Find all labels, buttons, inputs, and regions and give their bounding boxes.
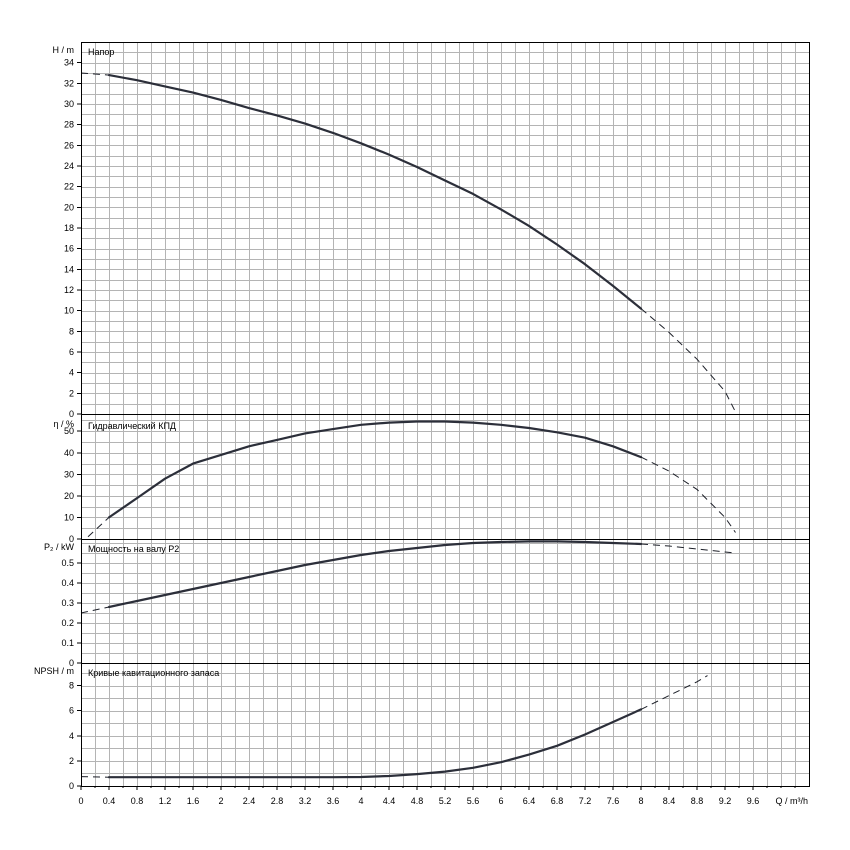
npsh-curve <box>80 675 708 779</box>
x-tick-label: 8.4 <box>663 796 676 806</box>
head-y-tick-label: 14 <box>64 264 74 274</box>
efficiency-curve <box>87 420 736 538</box>
npsh-curve-dashed-start <box>80 776 110 778</box>
x-tick-label: 9.2 <box>719 796 732 806</box>
power-y-tick-label: 0.5 <box>61 558 74 568</box>
x-axis: 0 0.4 0.8 1.2 1.6 2 2.4 2.8 3.2 3.6 4 4.4 4.8 5.2 5.6 6… <box>78 786 808 806</box>
head-y-tick-label: 22 <box>64 182 74 192</box>
npsh-y-tick-label: 6 <box>69 706 74 716</box>
head-y-tick-label: 6 <box>69 347 74 357</box>
x-tick-label: 7.2 <box>579 796 592 806</box>
power-y-tick-label: 0.2 <box>61 618 74 628</box>
head-y-tick-label: 34 <box>64 58 74 68</box>
power-curve <box>80 540 736 614</box>
head-y-tick-label: 28 <box>64 120 74 130</box>
power-y-tick-label: 0.1 <box>61 638 74 648</box>
x-tick-label: 6.8 <box>551 796 564 806</box>
efficiency-y-tick-label: 0 <box>69 534 74 544</box>
x-tick-label: 7.6 <box>607 796 620 806</box>
head-y-tick-label: 16 <box>64 244 74 254</box>
x-tick-label: 5.2 <box>439 796 452 806</box>
x-tick-label: 8 <box>638 796 643 806</box>
head-y-tick-label: 20 <box>64 202 74 212</box>
head-axis-label: H / m <box>53 45 75 55</box>
head-panel: Напор H / m 0246810121416182022242628303… <box>53 45 736 419</box>
x-axis-label: Q / m³/h <box>775 796 808 806</box>
efficiency-curve-dashed-end <box>640 456 736 533</box>
x-tick-label: 0.8 <box>131 796 144 806</box>
efficiency-curve-solid <box>107 420 643 519</box>
npsh-y-ticks: 0 2 4 6 8 <box>69 681 81 791</box>
efficiency-y-tick-label: 20 <box>64 491 74 501</box>
x-tick-label: 0.4 <box>103 796 116 806</box>
x-tick-label: 2.4 <box>243 796 256 806</box>
x-axis-ticks: 0 0.4 0.8 1.2 1.6 2 2.4 2.8 3.2 3.6 4 4.4 4.8 5.2 5.6 6… <box>78 786 796 806</box>
npsh-axis-label: NPSH / m <box>34 666 74 676</box>
x-tick-label: 1.6 <box>187 796 200 806</box>
efficiency-y-ticks: 0 10 20 30 40 50 <box>64 426 81 544</box>
x-tick-label: 8.8 <box>691 796 704 806</box>
x-tick-label: 4.8 <box>411 796 424 806</box>
head-y-tick-label: 0 <box>69 409 74 419</box>
npsh-panel: Кривые кавитационного запаса NPSH / m 0 2… <box>34 666 708 791</box>
head-curve-dashed-end <box>640 308 736 413</box>
x-tick-label: 4.4 <box>383 796 396 806</box>
head-curve-solid <box>107 74 643 310</box>
npsh-y-tick-label: 4 <box>69 731 74 741</box>
efficiency-axis-label: η / % <box>53 419 74 429</box>
npsh-y-tick-label: 0 <box>69 781 74 791</box>
power-y-ticks: 0 0.1 0.2 0.3 0.4 0.5 <box>61 558 81 668</box>
head-y-tick-label: 10 <box>64 306 74 316</box>
head-y-tick-label: 4 <box>69 368 74 378</box>
x-tick-label: 3.2 <box>299 796 312 806</box>
head-y-tick-label: 32 <box>64 78 74 88</box>
head-panel-title: Напор <box>88 47 114 57</box>
x-tick-label: 5.6 <box>467 796 480 806</box>
npsh-y-tick-label: 8 <box>69 681 74 691</box>
efficiency-curve-dashed-start <box>87 517 110 538</box>
chart-frame <box>81 42 810 787</box>
power-y-tick-label: 0.3 <box>61 598 74 608</box>
power-y-tick-label: 0 <box>69 658 74 668</box>
efficiency-y-tick-label: 10 <box>64 512 74 522</box>
power-panel-title: Мощность на валу P2 <box>88 544 179 554</box>
npsh-curve-dashed-end <box>640 675 708 710</box>
head-y-tick-label: 12 <box>64 285 74 295</box>
x-tick-label: 9.6 <box>747 796 760 806</box>
power-panel: Мощность на валу P2 P₂ / kW 0 0.1 0.2 0.3 0.… <box>44 540 736 668</box>
power-axis-label: P₂ / kW <box>44 542 74 552</box>
plot-border <box>81 42 810 787</box>
efficiency-y-tick-label: 50 <box>64 426 74 436</box>
head-y-tick-label: 26 <box>64 140 74 150</box>
efficiency-y-tick-label: 40 <box>64 448 74 458</box>
npsh-curve-solid <box>107 708 643 779</box>
head-y-tick-label: 2 <box>69 388 74 398</box>
power-y-tick-label: 0.4 <box>61 578 74 588</box>
x-tick-label: 6.4 <box>523 796 536 806</box>
head-curve <box>80 72 736 413</box>
head-y-tick-label: 18 <box>64 223 74 233</box>
power-curve-dashed-start <box>80 606 110 614</box>
head-curve-dashed-start <box>80 72 110 76</box>
npsh-panel-title: Кривые кавитационного запаса <box>88 668 219 678</box>
x-tick-label: 3.6 <box>327 796 340 806</box>
x-tick-label: 2.8 <box>271 796 284 806</box>
head-y-tick-label: 8 <box>69 326 74 336</box>
power-curve-solid <box>107 540 643 609</box>
head-y-tick-label: 24 <box>64 161 74 171</box>
x-tick-label: 6 <box>498 796 503 806</box>
x-tick-label: 1.2 <box>159 796 172 806</box>
efficiency-panel-title: Гидравлический КПД <box>88 421 176 431</box>
power-curve-dashed-end <box>640 543 736 554</box>
head-y-tick-label: 30 <box>64 99 74 109</box>
npsh-y-tick-label: 2 <box>69 756 74 766</box>
efficiency-panel: Гидравлический КПД η / % 0 10 20 30 40 50 <box>53 419 736 544</box>
x-tick-label: 2 <box>218 796 223 806</box>
x-tick-label: 4 <box>358 796 363 806</box>
efficiency-y-tick-label: 30 <box>64 469 74 479</box>
x-tick-label: 0 <box>78 796 83 806</box>
